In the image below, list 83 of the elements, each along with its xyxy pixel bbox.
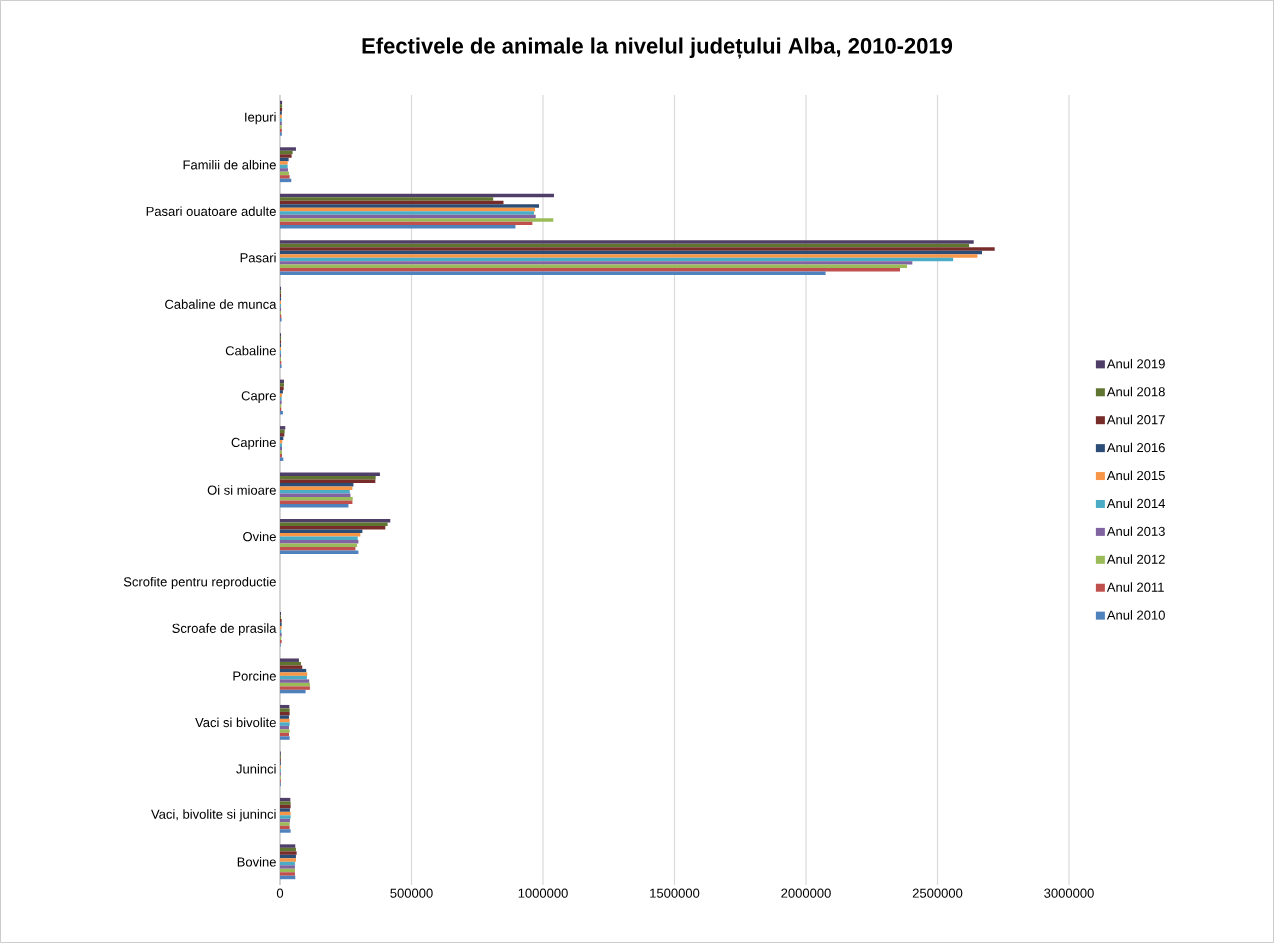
- bar: [280, 261, 913, 265]
- chart-title: Efectivele de animale la nivelul județului Alba, 2010-2019: [362, 37, 953, 59]
- legend-label: Anul 2018: [1106, 386, 1165, 397]
- y-tick-label: Iepuri: [245, 112, 276, 125]
- bar: [280, 390, 283, 394]
- y-tick-label: Oi si mioare: [207, 485, 276, 495]
- bar: [280, 729, 290, 733]
- legend-label: Anul 2014: [1106, 498, 1166, 509]
- bar: [280, 665, 303, 669]
- bar: [280, 411, 283, 415]
- bar: [280, 426, 286, 430]
- x-tick-label: 1000000: [518, 888, 568, 898]
- legend-label: Anul 2017: [1106, 414, 1165, 425]
- bar: [280, 168, 288, 172]
- bar: [280, 829, 291, 833]
- bar: [280, 543, 358, 547]
- legend-label: Anul 2019: [1106, 358, 1165, 369]
- legend-label: Anul 2015: [1106, 470, 1165, 481]
- y-tick-label: Vaci, bivolite si juninci: [151, 809, 276, 822]
- bar: [280, 844, 296, 848]
- y-tick-label: Pasari: [240, 252, 276, 263]
- bar: [280, 240, 974, 244]
- x-tick-label: 0: [276, 888, 284, 898]
- bar: [280, 672, 308, 676]
- bar: [280, 247, 995, 251]
- x-tick-label: 2000000: [781, 888, 831, 898]
- bar: [280, 708, 290, 712]
- bar: [280, 254, 978, 258]
- bar: [280, 808, 290, 812]
- bar: [280, 204, 540, 208]
- bar: [280, 815, 291, 819]
- y-tick-label: Juninci: [236, 764, 276, 774]
- y-tick-label: Capre: [241, 391, 276, 403]
- bar: [280, 268, 900, 272]
- bar: [280, 526, 386, 530]
- x-tick-label: 2500000: [912, 888, 963, 898]
- bar: [280, 147, 296, 151]
- bar: [280, 722, 290, 726]
- bar: [280, 104, 283, 108]
- x-tick-label: 1500000: [650, 888, 700, 898]
- bar: [280, 851, 297, 855]
- bar: [280, 715, 289, 719]
- bar: [280, 429, 285, 434]
- y-tick-label: Caprine: [231, 437, 276, 450]
- y-tick-label: Familii de albine: [183, 159, 276, 170]
- y-tick-label: Scrofite pentru reproductie: [123, 576, 276, 590]
- bar: [280, 225, 516, 229]
- y-tick-label: Pasari ouatoare adulte: [146, 206, 276, 216]
- bar: [280, 211, 535, 215]
- bar: [280, 197, 494, 201]
- y-tick-label: Cabaline de munca: [165, 299, 277, 309]
- x-tick-label: 3000000: [1044, 888, 1094, 898]
- bar: [280, 175, 290, 179]
- bar: [280, 686, 310, 690]
- bar: [280, 658, 299, 662]
- legend-label: Anul 2011: [1106, 582, 1164, 592]
- bar: [280, 822, 290, 826]
- bar: [280, 154, 292, 158]
- bar: [280, 550, 359, 554]
- bar: [280, 801, 291, 805]
- bar: [280, 872, 295, 876]
- y-tick-label: Cabaline: [225, 345, 276, 356]
- y-tick-label: Ovine: [243, 531, 276, 542]
- y-tick-label: Bovine: [237, 857, 276, 867]
- bar: [280, 383, 284, 387]
- bar: [280, 386, 284, 391]
- x-tick-label: 500000: [390, 888, 433, 898]
- bar: [280, 218, 554, 222]
- bar: [280, 736, 290, 740]
- bar: [280, 161, 288, 165]
- bar: [280, 433, 285, 437]
- legend-label: Anul 2016: [1106, 442, 1165, 453]
- y-tick-label: Scroafe de prasila: [172, 623, 277, 636]
- y-tick-label: Porcine: [233, 671, 276, 681]
- bar: [280, 679, 310, 683]
- bar: [280, 157, 289, 162]
- bar: [280, 858, 296, 862]
- bar: [280, 865, 295, 869]
- legend-label: Anul 2012: [1106, 554, 1165, 564]
- legend-label: Anul 2010: [1106, 610, 1165, 620]
- legend-label: Anul 2013: [1106, 526, 1165, 536]
- bar: [280, 476, 376, 480]
- y-tick-label: Vaci si bivolite: [195, 717, 276, 728]
